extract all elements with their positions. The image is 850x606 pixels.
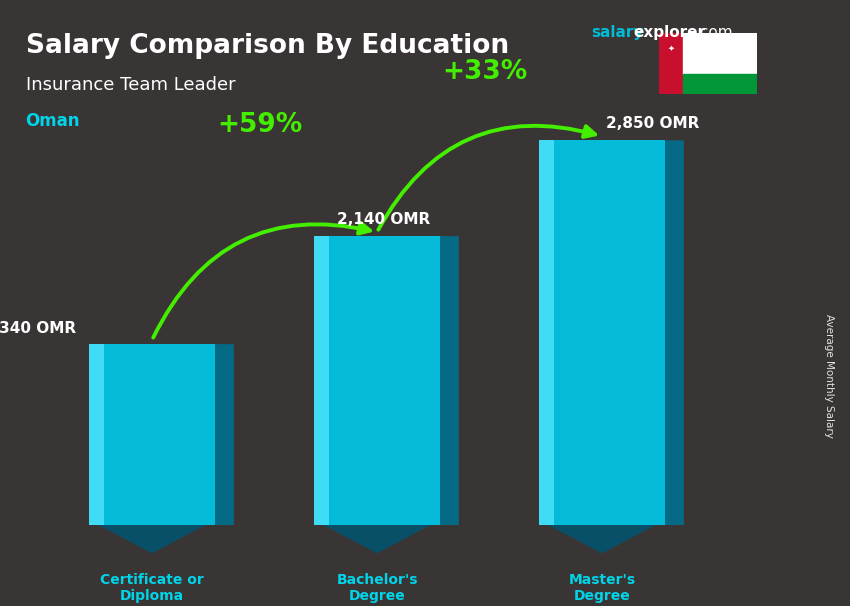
Bar	[659, 33, 683, 94]
Text: +59%: +59%	[218, 112, 303, 138]
Text: 2,140 OMR: 2,140 OMR	[337, 211, 430, 227]
Polygon shape	[548, 525, 655, 553]
Polygon shape	[89, 344, 215, 525]
Text: Salary Comparison By Education: Salary Comparison By Education	[26, 33, 508, 59]
Text: Master's
Degree: Master's Degree	[569, 573, 636, 604]
Polygon shape	[99, 525, 206, 553]
Bar	[683, 74, 756, 94]
Polygon shape	[314, 236, 440, 525]
Text: Insurance Team Leader: Insurance Team Leader	[26, 76, 235, 94]
Text: 2,850 OMR: 2,850 OMR	[606, 116, 699, 131]
Bar	[683, 33, 756, 74]
Text: Bachelor's
Degree: Bachelor's Degree	[337, 573, 417, 604]
Polygon shape	[539, 141, 554, 525]
Polygon shape	[215, 344, 234, 525]
Text: Certificate or
Diploma: Certificate or Diploma	[100, 573, 204, 604]
Text: explorer: explorer	[633, 25, 706, 41]
Text: Oman: Oman	[26, 112, 80, 130]
Text: Average Monthly Salary: Average Monthly Salary	[824, 314, 834, 438]
Text: salary: salary	[591, 25, 643, 41]
Polygon shape	[324, 525, 431, 553]
Polygon shape	[539, 141, 665, 525]
Text: 1,340 OMR: 1,340 OMR	[0, 321, 76, 336]
Polygon shape	[89, 344, 104, 525]
Polygon shape	[440, 236, 459, 525]
Text: +33%: +33%	[442, 59, 528, 85]
Text: .com: .com	[695, 25, 733, 41]
Polygon shape	[665, 141, 684, 525]
Polygon shape	[314, 236, 329, 525]
Text: ✦: ✦	[667, 44, 674, 53]
